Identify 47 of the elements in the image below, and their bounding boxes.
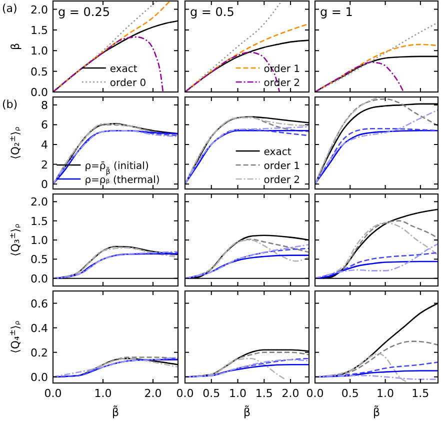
legend-label: ρ=ρ̄$_{β̃}$ (initial)	[84, 161, 149, 176]
y-tick-label: 0.5	[30, 65, 48, 78]
y-tick-label: 1.0	[30, 44, 48, 58]
y-tick-label: 1.5	[30, 214, 48, 228]
y-tick-label: 2	[41, 158, 48, 172]
y-tick-label: 0.6	[30, 297, 48, 310]
x-tick-label: 0.5	[341, 387, 359, 400]
x-tick-label: 1.0	[94, 387, 112, 400]
x-axis-title: β̃	[243, 404, 251, 419]
legend-label: ρ=ρᵦ (thermal)	[84, 175, 160, 186]
y-tick-label: 6	[41, 118, 48, 132]
legend-label: order 1	[264, 161, 300, 172]
x-tick-label: 1.0	[229, 387, 247, 400]
y-tick-label: 0.0	[30, 370, 48, 384]
y-tick-label: 0.4	[30, 322, 48, 335]
y-tick-label: 4	[41, 138, 48, 152]
annotation: g = 0.5	[190, 5, 234, 19]
legend-label: order 2	[264, 78, 300, 89]
y-tick-label: 1.0	[30, 234, 48, 247]
y-tick-label: 0.5	[30, 253, 48, 266]
y-tick-label: 0	[41, 178, 48, 192]
legend-label: exact	[110, 64, 138, 75]
y-tick-label: 0.0	[30, 272, 48, 286]
x-tick-label: 2.0	[144, 387, 162, 400]
x-tick-label: 1.0	[376, 387, 394, 400]
text: (b)	[2, 98, 18, 111]
y-tick-label: 2.0	[30, 196, 48, 209]
legend-label: order 0	[110, 78, 146, 89]
annotation: g = 0.25	[58, 5, 110, 19]
y-tick-label: 1.5	[30, 24, 48, 37]
x-tick-label: 0.5	[202, 387, 220, 400]
legend-label: exact	[264, 147, 292, 158]
y-tick-label: 0.0	[30, 86, 48, 99]
annotation: g = 1	[320, 5, 353, 19]
text: (a)	[2, 2, 18, 15]
y-tick-label: 8	[41, 98, 48, 112]
legend-label: order 2	[264, 175, 300, 186]
y-tick-label: 0.2	[30, 346, 48, 360]
x-tick-label: 2.0	[282, 387, 300, 400]
x-axis-title: β̃	[372, 404, 380, 419]
x-tick-label: 0.0	[306, 387, 324, 400]
x-tick-label: 1.5	[255, 387, 273, 400]
x-tick-label: 0.0	[176, 387, 194, 400]
y-axis-title: β	[9, 42, 22, 50]
x-tick-label: 1.5	[412, 387, 430, 400]
y-tick-label: 2.0	[30, 3, 48, 16]
x-axis-title: β̃	[112, 404, 120, 419]
